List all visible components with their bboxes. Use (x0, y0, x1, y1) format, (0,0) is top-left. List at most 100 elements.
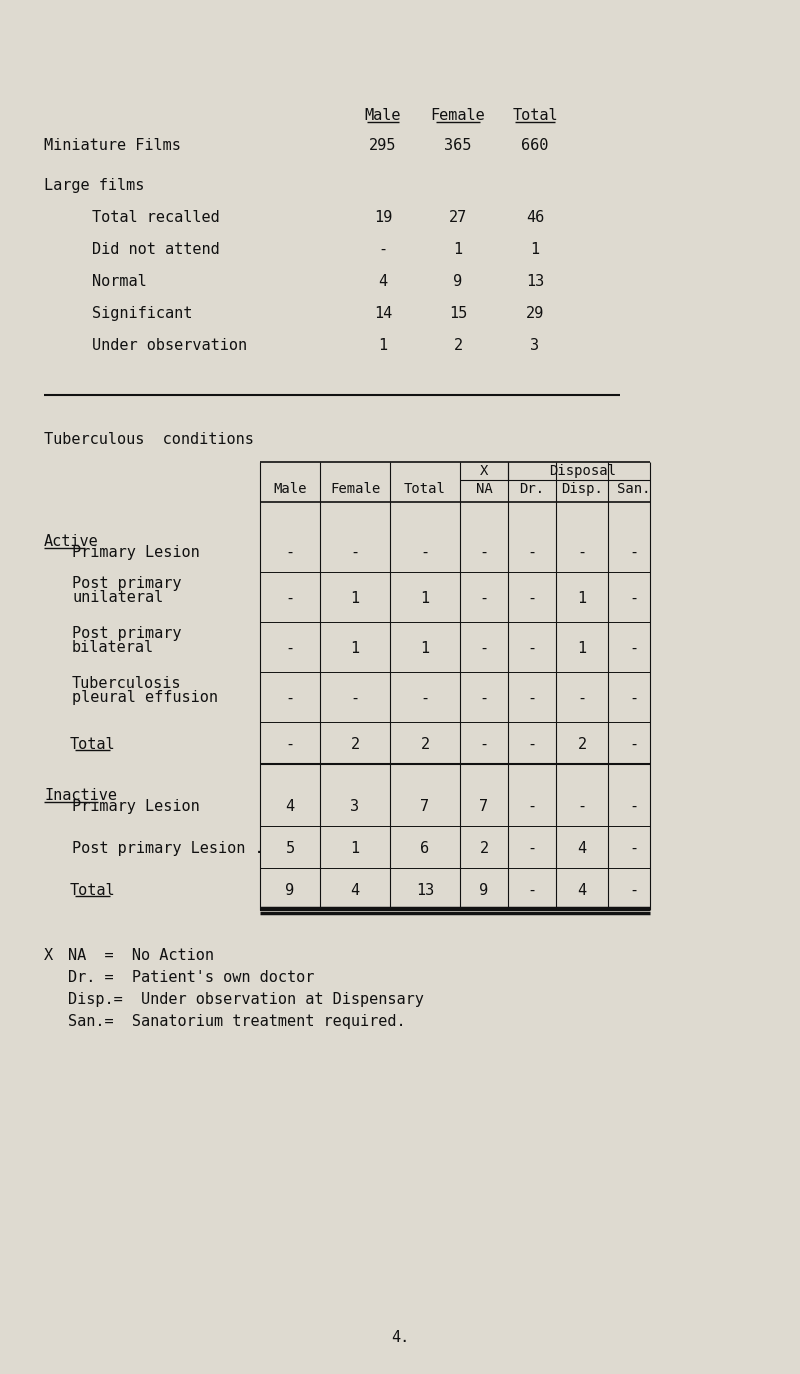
Text: 2: 2 (578, 736, 586, 752)
Text: 13: 13 (526, 273, 544, 289)
Text: Under observation: Under observation (92, 338, 247, 353)
Text: Did not attend: Did not attend (92, 242, 220, 257)
Text: -: - (578, 545, 586, 561)
Text: -: - (527, 591, 537, 606)
Text: 2: 2 (350, 736, 359, 752)
Text: -: - (479, 736, 489, 752)
Text: 1: 1 (530, 242, 539, 257)
Text: Total: Total (404, 482, 446, 496)
Text: Male: Male (274, 482, 306, 496)
Text: Total: Total (69, 736, 115, 752)
Text: Dr. =  Patient's own doctor: Dr. = Patient's own doctor (68, 970, 314, 985)
Text: -: - (527, 841, 537, 856)
Text: 9: 9 (454, 273, 462, 289)
Text: 13: 13 (416, 883, 434, 899)
Text: 19: 19 (374, 210, 392, 225)
Text: 1: 1 (578, 591, 586, 606)
Text: -: - (350, 545, 359, 561)
Text: 5: 5 (286, 841, 294, 856)
Text: -: - (630, 800, 638, 813)
Text: Tuberculous  conditions: Tuberculous conditions (44, 431, 254, 447)
Text: -: - (286, 691, 294, 706)
Text: -: - (630, 545, 638, 561)
Text: 1: 1 (454, 242, 462, 257)
Text: -: - (630, 883, 638, 899)
Text: -: - (527, 642, 537, 655)
Text: 3: 3 (530, 338, 539, 353)
Text: X: X (44, 948, 53, 963)
Text: -: - (527, 800, 537, 813)
Text: San.=  Sanatorium treatment required.: San.= Sanatorium treatment required. (68, 1014, 406, 1029)
Text: Normal: Normal (92, 273, 146, 289)
Text: -: - (479, 691, 489, 706)
Text: 4.: 4. (391, 1330, 409, 1345)
Text: 4: 4 (286, 800, 294, 813)
Text: Total: Total (512, 109, 558, 124)
Text: -: - (527, 736, 537, 752)
Text: 6: 6 (421, 841, 430, 856)
Text: Primary Lesion: Primary Lesion (72, 800, 200, 813)
Text: Total: Total (69, 883, 115, 899)
Text: -: - (286, 591, 294, 606)
Text: 365: 365 (444, 137, 472, 153)
Text: Female: Female (430, 109, 486, 124)
Text: -: - (421, 691, 430, 706)
Text: -: - (378, 242, 387, 257)
Text: San.: San. (618, 482, 650, 496)
Text: NA  =  No Action: NA = No Action (68, 948, 214, 963)
Text: Post primary: Post primary (72, 627, 182, 642)
Text: Large films: Large films (44, 179, 144, 192)
Text: Primary Lesion: Primary Lesion (72, 545, 200, 561)
Text: 1: 1 (421, 642, 430, 655)
Text: 7: 7 (421, 800, 430, 813)
Text: NA: NA (476, 482, 492, 496)
Text: Miniature Films: Miniature Films (44, 137, 181, 153)
Text: 27: 27 (449, 210, 467, 225)
Text: Disp.: Disp. (561, 482, 603, 496)
Text: -: - (630, 841, 638, 856)
Text: -: - (630, 642, 638, 655)
Text: 9: 9 (479, 883, 489, 899)
Text: Tuberculosis: Tuberculosis (72, 676, 182, 691)
Text: 9: 9 (286, 883, 294, 899)
Text: Post primary Lesion .: Post primary Lesion . (72, 841, 264, 856)
Text: Inactive: Inactive (44, 789, 117, 802)
Text: 1: 1 (350, 841, 359, 856)
Text: 2: 2 (421, 736, 430, 752)
Text: 15: 15 (449, 306, 467, 322)
Text: 660: 660 (522, 137, 549, 153)
Text: -: - (350, 691, 359, 706)
Text: 1: 1 (378, 338, 387, 353)
Text: Significant: Significant (92, 306, 192, 322)
Text: -: - (578, 691, 586, 706)
Text: Disp.=  Under observation at Dispensary: Disp.= Under observation at Dispensary (68, 992, 424, 1007)
Text: 1: 1 (421, 591, 430, 606)
Text: Post primary: Post primary (72, 576, 182, 591)
Text: -: - (286, 736, 294, 752)
Text: -: - (286, 545, 294, 561)
Text: Active: Active (44, 534, 98, 550)
Text: 4: 4 (578, 841, 586, 856)
Text: Disposal: Disposal (550, 464, 617, 478)
Text: -: - (527, 545, 537, 561)
Text: -: - (630, 691, 638, 706)
Text: -: - (527, 883, 537, 899)
Text: 295: 295 (370, 137, 397, 153)
Text: -: - (479, 642, 489, 655)
Text: Female: Female (330, 482, 380, 496)
Text: 2: 2 (454, 338, 462, 353)
Text: Male: Male (365, 109, 402, 124)
Text: -: - (630, 591, 638, 606)
Text: 1: 1 (350, 642, 359, 655)
Text: 46: 46 (526, 210, 544, 225)
Text: 29: 29 (526, 306, 544, 322)
Text: 2: 2 (479, 841, 489, 856)
Text: -: - (630, 736, 638, 752)
Text: X: X (480, 464, 488, 478)
Text: -: - (479, 545, 489, 561)
Text: -: - (578, 800, 586, 813)
Text: pleural effusion: pleural effusion (72, 690, 218, 705)
Text: 3: 3 (350, 800, 359, 813)
Text: unilateral: unilateral (72, 589, 163, 605)
Text: -: - (479, 591, 489, 606)
